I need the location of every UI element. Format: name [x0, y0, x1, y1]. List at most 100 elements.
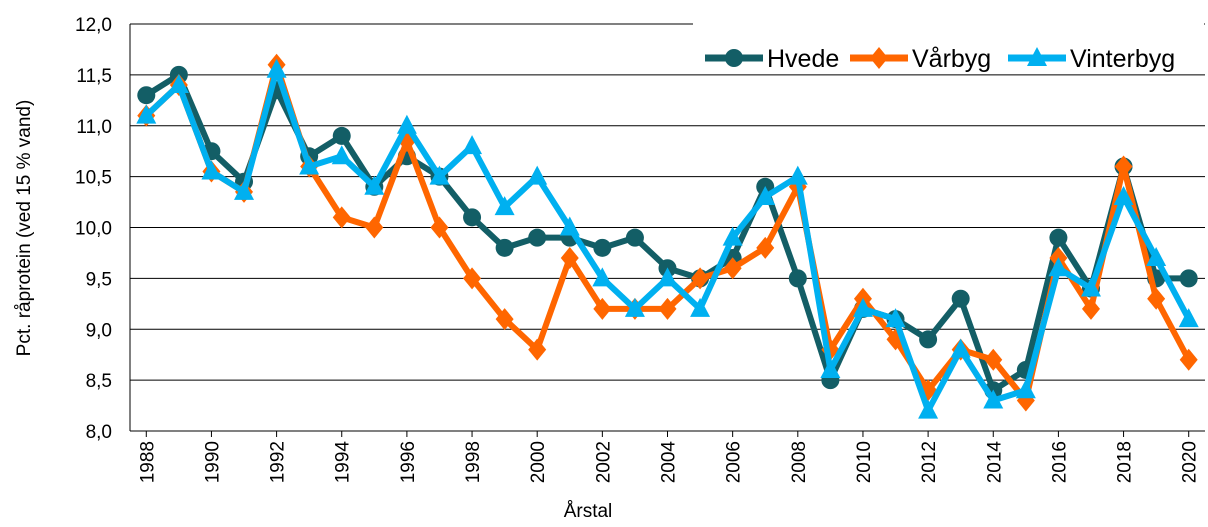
marker	[918, 399, 939, 419]
marker	[950, 338, 971, 358]
marker	[983, 389, 1004, 409]
marker	[528, 338, 547, 361]
marker	[723, 257, 742, 280]
legend-label: Hvede	[767, 45, 839, 73]
marker	[495, 308, 514, 331]
marker	[1080, 277, 1101, 297]
marker	[201, 160, 222, 180]
y-tick-label: 8,5	[86, 371, 112, 392]
y-tick-label: 9,0	[86, 320, 112, 341]
x-axis-label: Årstal	[564, 501, 613, 522]
x-tick-label: 2016	[1049, 441, 1070, 483]
marker	[1015, 379, 1036, 399]
marker	[625, 228, 644, 247]
marker	[560, 247, 579, 270]
marker	[332, 126, 351, 145]
marker	[984, 348, 1003, 371]
marker	[332, 206, 351, 229]
marker	[494, 196, 515, 216]
marker	[234, 180, 255, 200]
marker	[1178, 308, 1199, 328]
x-tick-label: 1992	[268, 441, 289, 483]
marker	[1179, 348, 1198, 371]
x-tick-label: 2012	[919, 441, 940, 483]
marker	[592, 267, 613, 287]
marker	[690, 297, 711, 317]
y-tick-label: 10,5	[75, 168, 112, 189]
marker	[299, 155, 320, 175]
legend-box	[693, 21, 1204, 73]
y-tick-label: 12,0	[75, 15, 112, 36]
marker	[1179, 269, 1198, 288]
marker	[1147, 287, 1166, 310]
y-axis-label: Pct. råprotein (ved 15 % vand)	[14, 100, 35, 357]
y-tick-label: 9,5	[86, 269, 112, 290]
x-tick-label: 2002	[593, 441, 614, 483]
marker	[919, 330, 938, 349]
x-tick-label: 1994	[333, 441, 354, 484]
marker	[1114, 155, 1133, 178]
marker	[788, 269, 807, 288]
marker	[885, 308, 906, 328]
marker	[463, 208, 482, 227]
marker	[593, 238, 612, 257]
marker	[1081, 297, 1100, 320]
marker	[722, 226, 743, 246]
marker	[495, 238, 514, 257]
x-tick-label: 1988	[137, 441, 158, 483]
marker	[528, 228, 547, 247]
marker	[559, 216, 580, 236]
y-tick-label: 8,0	[86, 422, 112, 443]
marker	[331, 145, 352, 165]
y-tick-label: 11,0	[76, 117, 112, 138]
marker	[137, 86, 156, 105]
marker	[430, 216, 449, 239]
x-tick-label: 2014	[984, 441, 1005, 484]
marker	[1113, 185, 1134, 205]
marker	[396, 114, 417, 134]
marker	[756, 236, 775, 259]
marker	[1146, 247, 1167, 267]
x-tick-label: 2020	[1180, 441, 1201, 483]
marker	[787, 165, 808, 185]
marker	[364, 175, 385, 195]
marker	[820, 358, 841, 378]
marker	[365, 216, 384, 239]
marker	[624, 297, 645, 317]
marker	[725, 49, 743, 67]
marker	[593, 297, 612, 320]
marker	[691, 267, 710, 290]
marker	[429, 165, 450, 185]
marker	[1049, 228, 1068, 247]
x-tick-label: 2006	[724, 441, 745, 483]
x-tick-label: 2010	[854, 441, 875, 483]
x-tick-label: 2000	[528, 441, 549, 483]
marker	[266, 58, 287, 78]
marker	[951, 289, 970, 308]
y-tick-label: 10,0	[75, 219, 112, 240]
x-tick-label: 1998	[463, 441, 484, 483]
marker	[657, 267, 678, 287]
marker	[168, 74, 189, 94]
marker	[870, 47, 888, 69]
marker	[755, 185, 776, 205]
marker	[463, 267, 482, 290]
marker	[1027, 47, 1047, 66]
series-line	[144, 66, 1192, 414]
x-tick-label: 2004	[659, 441, 680, 484]
y-tick-label: 11,5	[76, 66, 112, 87]
x-tick-label: 2018	[1115, 441, 1136, 483]
legend-label: Vinterbyg	[1070, 45, 1175, 73]
marker	[1048, 257, 1069, 277]
x-tick-label: 1990	[202, 441, 223, 483]
marker	[462, 135, 483, 155]
x-tick-label: 1996	[398, 441, 419, 483]
marker	[527, 165, 548, 185]
marker	[852, 297, 873, 317]
legend-label: Vårbyg	[912, 45, 991, 73]
series-line	[144, 71, 1189, 394]
marker	[136, 104, 157, 124]
marker	[658, 297, 677, 320]
x-tick-label: 2008	[789, 441, 810, 483]
